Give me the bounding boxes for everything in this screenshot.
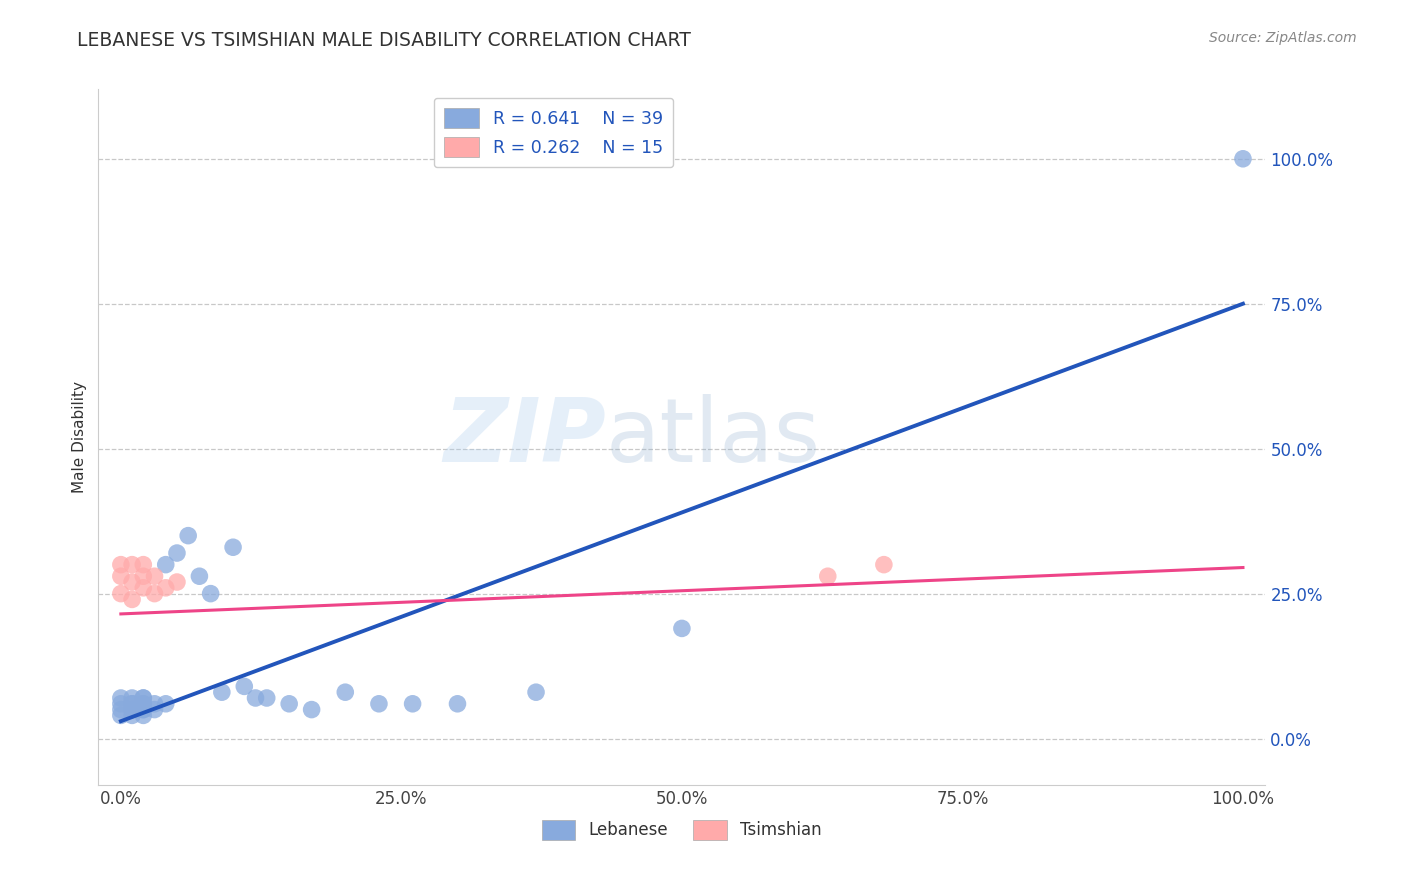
Point [110,697,132,711]
Point [132,697,155,711]
Point [817,569,839,583]
Point [121,697,143,711]
Point [143,587,166,601]
Point [132,581,155,595]
Point [132,703,155,717]
Point [143,569,166,583]
Point [155,697,177,711]
Point [1232,152,1254,166]
Point [132,569,155,583]
Point [222,540,245,554]
Point [110,558,132,572]
Point [155,558,177,572]
Point [873,558,896,572]
Point [143,703,166,717]
Point [121,574,143,589]
Point [166,574,188,589]
Point [121,592,143,607]
Point [401,697,423,711]
Text: ZIP: ZIP [443,393,606,481]
Point [301,703,323,717]
Point [524,685,547,699]
Point [132,703,155,717]
Point [446,697,468,711]
Point [121,708,143,723]
Point [132,690,155,705]
Point [121,703,143,717]
Point [166,546,188,560]
Point [245,690,267,705]
Point [110,569,132,583]
Point [110,703,132,717]
Point [121,558,143,572]
Text: LEBANESE VS TSIMSHIAN MALE DISABILITY CORRELATION CHART: LEBANESE VS TSIMSHIAN MALE DISABILITY CO… [77,31,692,50]
Point [110,708,132,723]
Point [110,587,132,601]
Point [256,690,278,705]
Point [335,685,357,699]
Point [155,581,177,595]
Text: atlas: atlas [606,393,821,481]
Point [132,697,155,711]
Point [177,528,200,542]
Point [110,690,132,705]
Text: Source: ZipAtlas.com: Source: ZipAtlas.com [1209,31,1357,45]
Point [200,587,222,601]
Y-axis label: Male Disability: Male Disability [72,381,87,493]
Point [278,697,301,711]
Point [671,621,693,635]
Point [143,697,166,711]
Point [132,690,155,705]
Point [233,680,256,694]
Point [368,697,391,711]
Point [121,703,143,717]
Point [132,558,155,572]
Point [121,697,143,711]
Point [188,569,211,583]
Point [211,685,233,699]
Legend: Lebanese, Tsimshian: Lebanese, Tsimshian [536,814,828,847]
Point [132,708,155,723]
Point [121,690,143,705]
